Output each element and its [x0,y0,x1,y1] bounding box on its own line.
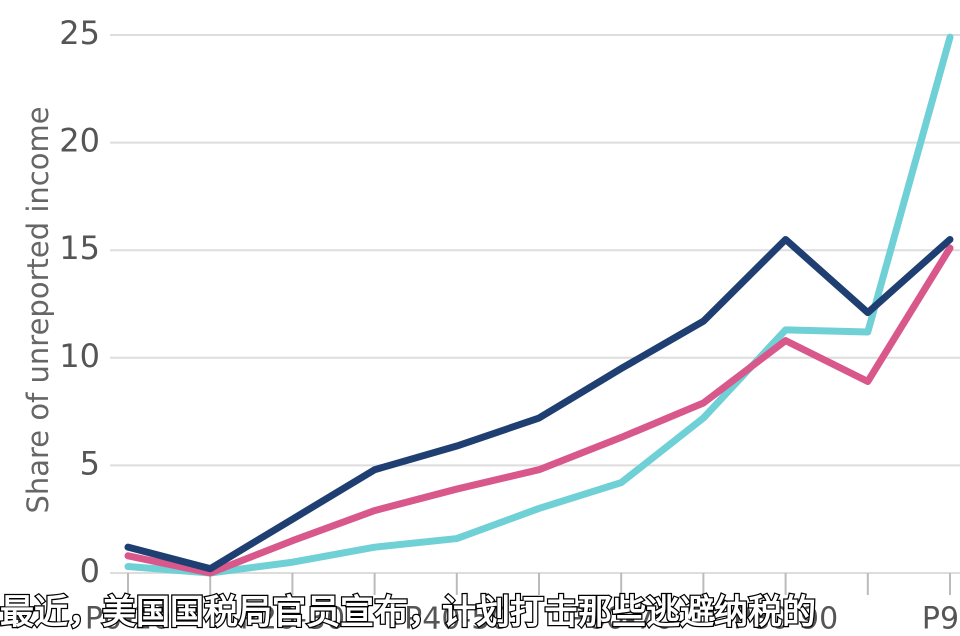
y-tick-label: 5 [80,444,100,482]
x-tick-label: P95 [922,602,960,636]
y-tick-label: 25 [59,14,100,52]
x-tick-label: P20-30 [240,602,345,636]
x-tick-label: P80-90 [733,602,838,636]
y-tick-label: 15 [59,229,100,267]
x-tick-label: P0-10 [85,602,171,636]
y-tick-label: 0 [80,552,100,590]
subtitle-overlay: 最近，美国国税局官员宣布，计划打击那些逃避纳税的 [0,593,816,633]
y-tick-label: 20 [59,122,100,160]
x-tick-label: P60-70 [569,602,674,636]
series-line [124,235,954,573]
y-tick-label: 10 [59,337,100,375]
series-line [124,244,954,577]
series-line [124,33,954,577]
x-tick-label: P40-50 [404,602,509,636]
y-axis-label: Share of unreported income [21,106,55,513]
